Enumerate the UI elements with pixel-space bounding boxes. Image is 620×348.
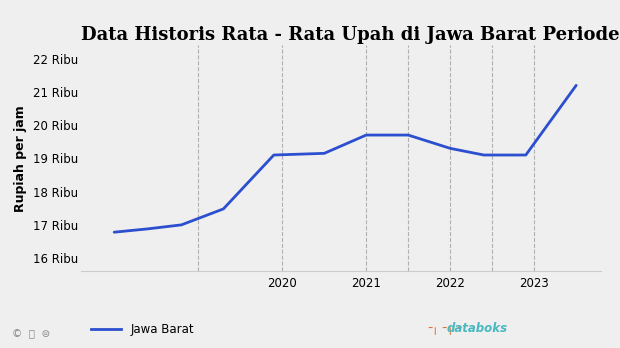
Legend: Jawa Barat: Jawa Barat [87, 318, 198, 340]
Text: databoks: databoks [446, 322, 508, 335]
Text: Data Historis Rata - Rata Upah di Jawa Barat Periode 2018-2023: Data Historis Rata - Rata Upah di Jawa B… [81, 26, 620, 44]
Text: ©  ⓘ  ⊜: © ⓘ ⊜ [12, 329, 51, 339]
Text: ╶╷╶╷╶: ╶╷╶╷╶ [425, 322, 462, 335]
Y-axis label: Rupiah per jam: Rupiah per jam [14, 105, 27, 212]
